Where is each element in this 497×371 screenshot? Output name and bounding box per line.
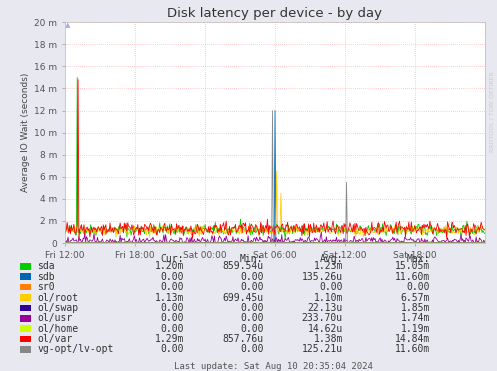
Text: Last update: Sat Aug 10 20:35:04 2024: Last update: Sat Aug 10 20:35:04 2024 — [174, 362, 373, 371]
Text: sda: sda — [37, 262, 55, 271]
Text: 1.29m: 1.29m — [155, 334, 184, 344]
Text: 135.26u: 135.26u — [302, 272, 343, 282]
Text: 0.00: 0.00 — [161, 324, 184, 334]
Text: 0.00: 0.00 — [240, 272, 263, 282]
Text: 699.45u: 699.45u — [222, 293, 263, 302]
Text: sr0: sr0 — [37, 282, 55, 292]
Text: 1.74m: 1.74m — [401, 313, 430, 323]
Text: 11.60m: 11.60m — [395, 345, 430, 354]
Text: 125.21u: 125.21u — [302, 345, 343, 354]
Text: Min:: Min: — [240, 254, 263, 264]
Text: ▲: ▲ — [65, 22, 71, 28]
Text: 6.57m: 6.57m — [401, 293, 430, 302]
Text: 233.70u: 233.70u — [302, 313, 343, 323]
Text: 1.10m: 1.10m — [314, 293, 343, 302]
Title: Disk latency per device - by day: Disk latency per device - by day — [167, 7, 382, 20]
Text: 1.85m: 1.85m — [401, 303, 430, 313]
Text: 0.00: 0.00 — [240, 324, 263, 334]
Text: 1.38m: 1.38m — [314, 334, 343, 344]
Text: ol/var: ol/var — [37, 334, 73, 344]
Text: 11.60m: 11.60m — [395, 272, 430, 282]
Text: Avg:: Avg: — [320, 254, 343, 264]
Text: 15.05m: 15.05m — [395, 262, 430, 271]
Text: 0.00: 0.00 — [161, 345, 184, 354]
Text: ol/usr: ol/usr — [37, 313, 73, 323]
Text: 859.54u: 859.54u — [222, 262, 263, 271]
Text: RRDTOOL / TOBI OETIKER: RRDTOOL / TOBI OETIKER — [490, 71, 495, 152]
Text: Max:: Max: — [407, 254, 430, 264]
Text: 1.20m: 1.20m — [155, 262, 184, 271]
Text: 0.00: 0.00 — [240, 345, 263, 354]
Text: 1.13m: 1.13m — [155, 293, 184, 302]
Text: 0.00: 0.00 — [240, 303, 263, 313]
Text: 22.13u: 22.13u — [308, 303, 343, 313]
Text: 0.00: 0.00 — [161, 303, 184, 313]
Text: 0.00: 0.00 — [407, 282, 430, 292]
Text: 14.62u: 14.62u — [308, 324, 343, 334]
Text: ol/root: ol/root — [37, 293, 79, 302]
Text: 0.00: 0.00 — [161, 282, 184, 292]
Text: ol/home: ol/home — [37, 324, 79, 334]
Text: ol/swap: ol/swap — [37, 303, 79, 313]
Text: 0.00: 0.00 — [161, 272, 184, 282]
Text: 1.19m: 1.19m — [401, 324, 430, 334]
Text: sdb: sdb — [37, 272, 55, 282]
Y-axis label: Average IO Wait (seconds): Average IO Wait (seconds) — [21, 73, 30, 192]
Text: 14.84m: 14.84m — [395, 334, 430, 344]
Text: 0.00: 0.00 — [320, 282, 343, 292]
Text: 0.00: 0.00 — [240, 282, 263, 292]
Text: 0.00: 0.00 — [161, 313, 184, 323]
Text: 1.23m: 1.23m — [314, 262, 343, 271]
Text: 857.76u: 857.76u — [222, 334, 263, 344]
Text: 0.00: 0.00 — [240, 313, 263, 323]
Text: Cur:: Cur: — [161, 254, 184, 264]
Text: vg-opt/lv-opt: vg-opt/lv-opt — [37, 345, 114, 354]
